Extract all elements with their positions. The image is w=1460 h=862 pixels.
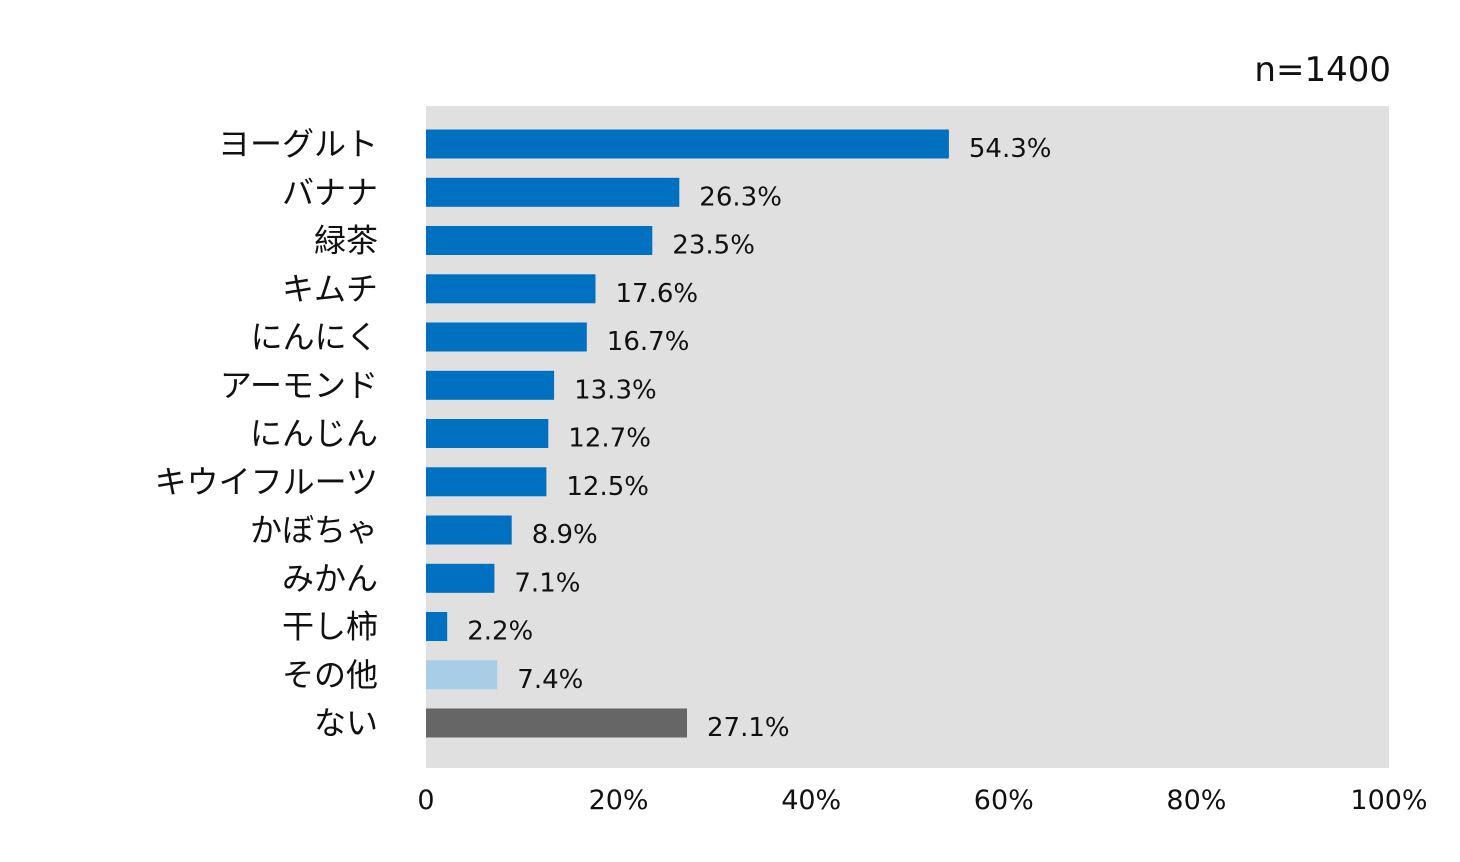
bar-11 — [426, 612, 448, 641]
value-label-1: 54.3% — [969, 134, 1052, 164]
x-tick-label-6: 100% — [1350, 785, 1427, 816]
plot-area-background — [426, 106, 1389, 768]
bar-12 — [426, 660, 498, 690]
value-label-2: 26.3% — [699, 182, 782, 212]
bar-3 — [426, 226, 653, 255]
value-label-4: 17.6% — [616, 279, 699, 309]
category-label-5: にんにく — [251, 318, 378, 356]
bar-9 — [426, 515, 512, 545]
sample-size-label: n=1400 — [1254, 50, 1391, 90]
x-axis-tick-labels: 0 20% 40% 60% 80% 100% — [417, 785, 1427, 816]
x-tick-label-2: 20% — [589, 785, 649, 816]
value-label-11: 2.2% — [467, 617, 533, 647]
bar-7 — [426, 419, 549, 448]
x-tick-label-4: 60% — [974, 785, 1034, 816]
category-label-3: 緑茶 — [314, 222, 378, 260]
value-label-12: 7.4% — [517, 665, 583, 695]
value-label-5: 16.7% — [607, 327, 690, 357]
value-label-7: 12.7% — [568, 424, 651, 454]
category-label-12: その他 — [282, 656, 378, 694]
category-label-7: にんじん — [250, 415, 378, 453]
x-tick-label-1: 0 — [417, 785, 434, 816]
category-label-8: キウイフルーツ — [155, 463, 378, 501]
category-label-1: ヨーグルト — [218, 125, 378, 163]
bars-group — [426, 129, 949, 738]
category-label-13: ない — [314, 704, 378, 742]
value-label-10: 7.1% — [514, 568, 580, 598]
x-tick-label-5: 80% — [1166, 785, 1226, 816]
value-label-3: 23.5% — [672, 231, 755, 261]
value-label-8: 12.5% — [566, 472, 649, 502]
bar-1 — [426, 129, 949, 159]
value-label-9: 8.9% — [532, 520, 598, 550]
value-labels-group: 54.3% 26.3% 23.5% 17.6% 16.7% 13.3% 12.7% 12.5%… — [467, 134, 1051, 743]
bar-8 — [426, 467, 547, 497]
category-labels-group: ヨーグルトバナナ緑茶キムチにんにくアーモンドにんじんキウイフルーツかぼちゃみかん… — [155, 125, 378, 742]
bar-6 — [426, 370, 555, 400]
value-label-6: 13.3% — [574, 375, 657, 405]
category-label-2: バナナ — [282, 173, 378, 211]
category-label-6: アーモンド — [220, 366, 378, 404]
x-tick-label-3: 40% — [781, 785, 841, 816]
bar-10 — [426, 563, 495, 593]
bar-13 — [426, 708, 687, 738]
category-label-9: かぼちゃ — [250, 511, 378, 549]
bar-5 — [426, 322, 587, 352]
category-label-10: みかん — [282, 559, 378, 597]
category-label-11: 干し柿 — [282, 608, 378, 646]
bar-4 — [426, 274, 596, 304]
bar-2 — [426, 177, 680, 207]
value-label-13: 27.1% — [707, 713, 790, 743]
category-label-4: キムチ — [282, 270, 378, 308]
